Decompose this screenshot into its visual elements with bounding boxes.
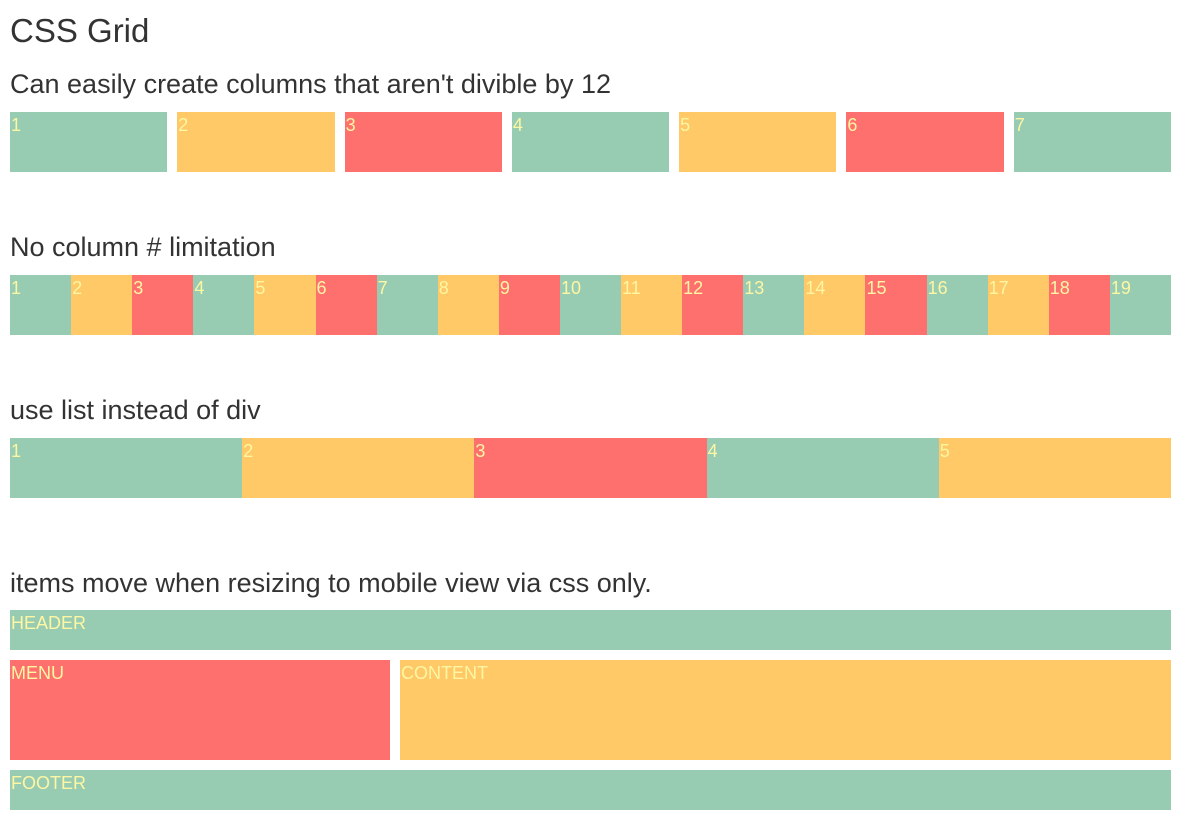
grid-item: 1	[10, 275, 72, 335]
list-item: 5	[938, 438, 1171, 498]
section-title-responsive: items move when resizing to mobile view …	[10, 568, 652, 598]
grid-item: 18	[1048, 275, 1110, 335]
grid-item: 15	[865, 275, 927, 335]
grid-item: 4	[193, 275, 255, 335]
grid-seven-columns: 1 2 3 4 5 6 7	[10, 112, 1171, 172]
section-title-no-limit: No column # limitation	[10, 232, 276, 262]
grid-item: 16	[926, 275, 988, 335]
list-item: 2	[242, 438, 475, 498]
layout-footer: FOOTER	[10, 770, 1171, 810]
list-item: 1	[10, 438, 243, 498]
layout-header: HEADER	[10, 610, 1171, 650]
grid-layout: HEADER MENU CONTENT FOOTER	[10, 610, 1171, 810]
grid-item: 12	[682, 275, 744, 335]
grid-item: 2	[177, 112, 335, 172]
grid-item: 6	[315, 275, 377, 335]
list-item: 3	[474, 438, 707, 498]
grid-item: 10	[559, 275, 622, 335]
grid-item: 13	[743, 275, 805, 335]
section-title-columns: Can easily create columns that aren't di…	[10, 69, 611, 99]
grid-item: 2	[71, 275, 133, 335]
grid-item: 14	[804, 275, 866, 335]
layout-menu: MENU	[10, 660, 390, 760]
section-title-list: use list instead of div	[10, 395, 261, 425]
grid-item: 3	[132, 275, 194, 335]
grid-item: 4	[511, 112, 670, 172]
layout-content: CONTENT	[400, 660, 1171, 760]
grid-item: 6	[846, 112, 1004, 172]
grid-item: 19	[1109, 275, 1171, 335]
grid-nineteen-columns: 1 2 3 4 5 6 7 8 9 10 11 12 13 14 15 16 1…	[10, 275, 1171, 335]
grid-item: 11	[621, 275, 683, 335]
grid-item: 7	[1013, 112, 1171, 172]
page-title: CSS Grid	[10, 12, 150, 49]
grid-item: 7	[376, 275, 438, 335]
grid-list: 1 2 3 4 5	[10, 438, 1171, 498]
list-item: 4	[706, 438, 939, 498]
grid-item: 8	[437, 275, 499, 335]
grid-item: 3	[344, 112, 502, 172]
grid-item: 1	[10, 112, 168, 172]
grid-item: 5	[254, 275, 316, 335]
grid-item: 17	[987, 275, 1049, 335]
grid-item: 9	[498, 275, 560, 335]
grid-item: 5	[679, 112, 837, 172]
